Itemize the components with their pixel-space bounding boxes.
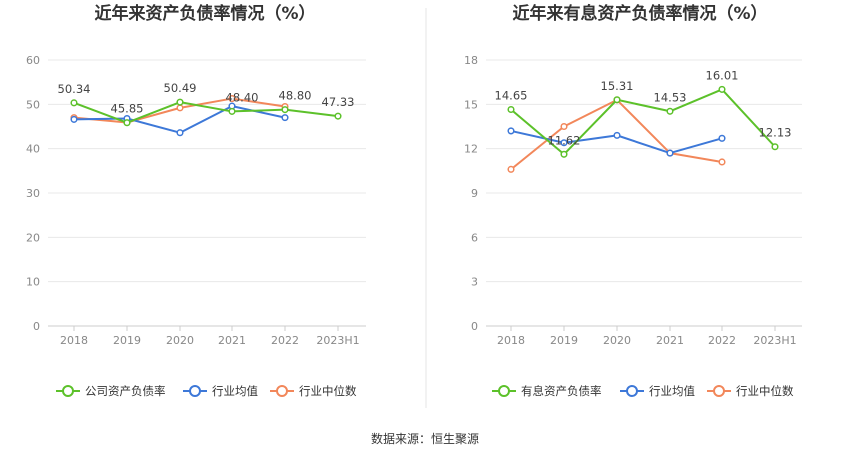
data-point bbox=[507, 165, 515, 173]
data-point bbox=[560, 139, 568, 147]
data-label: 48.80 bbox=[279, 89, 312, 103]
legend-item: 有息资产负债率 bbox=[492, 384, 602, 398]
legend-swatch-marker bbox=[276, 385, 288, 397]
data-label: 14.53 bbox=[654, 90, 687, 104]
chart-1: 近年来资产负债率情况（%） 0 10 20 30 40 50 60 2018 2019 2020 20… bbox=[26, 3, 366, 398]
data-point bbox=[70, 115, 78, 123]
legend-item: 行业均值 bbox=[183, 384, 258, 398]
legend-swatch-marker bbox=[189, 385, 201, 397]
data-point bbox=[718, 134, 726, 142]
chart-2: 近年来有息资产负债率情况（%） 0 3 6 9 12 15 18 2018 2019 2020 202… bbox=[464, 3, 802, 398]
data-point bbox=[281, 114, 289, 122]
x-tick-label: 2018 bbox=[497, 334, 525, 347]
legend-swatch-marker bbox=[626, 385, 638, 397]
x-tick-label: 2023H1 bbox=[316, 334, 359, 347]
x-tick-label: 2021 bbox=[218, 334, 246, 347]
data-label: 15.31 bbox=[601, 79, 634, 93]
y-tick-label: 60 bbox=[26, 54, 40, 67]
data-point bbox=[560, 122, 568, 131]
data-point bbox=[666, 107, 674, 115]
data-label: 48.40 bbox=[226, 90, 259, 104]
data-point bbox=[123, 119, 131, 127]
x-tick-label: 2020 bbox=[603, 334, 631, 347]
y-tick-label: 0 bbox=[471, 320, 478, 333]
data-point bbox=[281, 106, 289, 114]
x-tick-label: 2022 bbox=[271, 334, 299, 347]
y-tick-label: 20 bbox=[26, 231, 40, 244]
y-tick-label: 50 bbox=[26, 98, 40, 111]
y-tick-label: 0 bbox=[33, 320, 40, 333]
legend-label: 行业中位数 bbox=[299, 384, 357, 398]
data-point bbox=[507, 127, 515, 135]
x-tick-label: 2020 bbox=[166, 334, 194, 347]
legend-swatch-marker bbox=[62, 385, 74, 397]
data-point bbox=[718, 158, 726, 166]
data-label: 16.01 bbox=[706, 68, 739, 82]
data-label: 12.13 bbox=[759, 126, 792, 140]
y-tick-label: 12 bbox=[464, 143, 478, 156]
data-point bbox=[613, 96, 621, 104]
y-tick-label: 9 bbox=[471, 187, 478, 200]
data-point bbox=[176, 98, 184, 106]
data-point bbox=[666, 149, 674, 157]
legend-swatch-marker bbox=[713, 385, 725, 397]
y-tick-label: 15 bbox=[464, 98, 478, 111]
legend-label: 行业均值 bbox=[649, 384, 695, 398]
data-label: 14.65 bbox=[495, 89, 528, 103]
data-point bbox=[176, 104, 184, 112]
legend-label: 行业中位数 bbox=[736, 384, 794, 398]
y-tick-label: 3 bbox=[471, 276, 478, 289]
y-tick-label: 40 bbox=[26, 143, 40, 156]
chart-title: 近年来资产负债率情况（%） bbox=[94, 3, 315, 24]
series-line bbox=[73, 101, 339, 124]
data-point bbox=[334, 112, 342, 120]
legend-swatch-marker bbox=[498, 385, 510, 397]
data-point bbox=[560, 150, 568, 158]
data-point bbox=[228, 107, 236, 115]
y-tick-label: 10 bbox=[26, 276, 40, 289]
y-tick-label: 6 bbox=[471, 231, 478, 244]
data-label: 50.49 bbox=[164, 81, 197, 95]
legend-item: 行业中位数 bbox=[707, 384, 794, 398]
series-line bbox=[510, 88, 776, 156]
legend-label: 公司资产负债率 bbox=[85, 384, 166, 398]
legend-item: 行业均值 bbox=[620, 384, 695, 398]
legend-label: 行业均值 bbox=[212, 384, 258, 398]
data-point bbox=[613, 131, 621, 139]
x-tick-label: 2019 bbox=[550, 334, 578, 347]
data-label: 11.62 bbox=[548, 133, 581, 147]
y-tick-label: 30 bbox=[26, 187, 40, 200]
data-label: 50.34 bbox=[58, 82, 91, 96]
x-tick-label: 2018 bbox=[60, 334, 88, 347]
y-tick-label: 18 bbox=[464, 54, 478, 67]
data-point bbox=[228, 95, 236, 103]
x-tick-label: 2022 bbox=[708, 334, 736, 347]
data-point bbox=[771, 143, 779, 151]
data-label: 47.33 bbox=[322, 95, 355, 109]
legend-label: 有息资产负债率 bbox=[521, 384, 602, 398]
legend-item: 公司资产负债率 bbox=[56, 384, 166, 398]
x-tick-label: 2019 bbox=[113, 334, 141, 347]
x-tick-label: 2021 bbox=[656, 334, 684, 347]
data-point bbox=[507, 105, 515, 114]
data-point bbox=[718, 85, 726, 93]
chart-title: 近年来有息资产负债率情况（%） bbox=[512, 3, 767, 24]
x-tick-label: 2023H1 bbox=[753, 334, 796, 347]
source-text: 数据来源：恒生聚源 bbox=[371, 431, 479, 446]
data-label: 45.85 bbox=[111, 102, 144, 116]
data-point bbox=[70, 99, 78, 107]
legend-item: 行业中位数 bbox=[270, 384, 357, 398]
data-point bbox=[176, 129, 184, 137]
